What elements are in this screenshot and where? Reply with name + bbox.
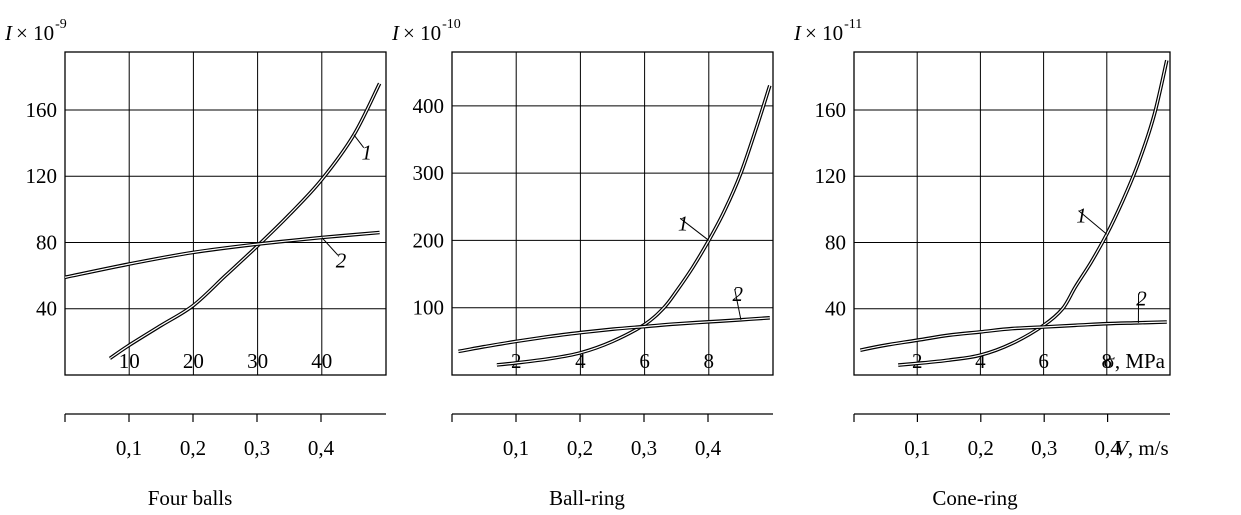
plot-frame [853,51,1171,376]
velocity-tick-label: 0,2 [968,436,994,460]
series-1-label: 1 [361,141,372,165]
y-tick-label: 300 [413,161,445,185]
series-2-label: 2 [1136,286,1147,310]
velocity-tick-label: 0,3 [1031,436,1057,460]
sigma-axis-label: σ, MPa [1104,349,1166,373]
panel-1: 40 80 120 160 10 20 30 40 I × 10-9 0,1 0,2 0,3 0,4 1 2 F… [4,17,387,510]
velocity-tick-label: 0,1 [904,436,930,460]
series-2-leader [321,237,339,256]
sigma-tick-label: 6 [1038,349,1049,373]
y-axis-exponent: -10 [442,17,461,32]
velocity-tick-label: 0,2 [567,436,593,460]
series-1-leader [1078,210,1108,235]
y-axis-multiplier: × 10 [403,21,441,45]
series-2-line [65,230,380,280]
y-tick-label: 120 [815,164,847,188]
y-tick-label: 200 [413,228,445,252]
panel-title: Four balls [148,486,233,510]
sigma-tick-label: 40 [311,349,332,373]
velocity-tick-label: 0,2 [180,436,206,460]
series-1-leader [353,134,365,148]
series-2-line [859,320,1167,352]
y-axis-exponent: -11 [844,17,862,32]
velocity-tick-label: 0,4 [695,436,722,460]
sigma-tick-label: 2 [912,349,923,373]
series-1-line [496,85,772,367]
series-1-line [108,82,382,360]
y-tick-label: 80 [825,230,846,254]
sigma-tick-label: 2 [511,349,522,373]
y-tick-label: 400 [413,94,445,118]
velocity-tick-label: 0,4 [308,436,335,460]
y-axis-symbol: I [4,21,13,45]
velocity-tick-label: 0,4 [1094,436,1121,460]
y-axis-symbol: I [391,21,400,45]
y-axis-label: I × 10-11 [793,17,862,45]
y-tick-label: 40 [36,297,57,321]
panel-title: Ball-ring [549,486,625,510]
y-axis-label: I × 10-9 [4,17,67,45]
series-2-line [458,316,770,354]
series-2-leader [734,288,742,320]
y-axis-symbol: I [793,21,802,45]
y-tick-label: 80 [36,230,57,254]
panel-title: Cone-ring [932,486,1018,510]
panel-3: 40 80 120 160 2 4 6 8σ, MPa I × 10-11 0,1 0,2 0,3 0,4… [793,17,1171,510]
velocity-tick-label: 0,3 [244,436,270,460]
series-1-label: 1 [678,211,689,235]
series-2-label: 2 [732,282,743,306]
panel-2: 100 200 300 400 2 4 6 8 I × 10-10 0,1 0,2 0,3 0,4 1 2 Ba… [391,17,774,510]
y-tick-label: 160 [26,98,58,122]
plot-frame [451,51,774,376]
series-1-line-inner [496,85,771,366]
velocity-tick-label: 0,1 [503,436,529,460]
y-axis-label: I × 10-10 [391,17,461,45]
velocity-axis-symbol: V [1115,436,1130,460]
y-axis-multiplier: × 10 [16,21,54,45]
velocity-tick-label: 0,3 [631,436,657,460]
y-tick-label: 100 [413,296,445,320]
series-2-line-inner [458,317,770,352]
velocity-axis-unit: , m/s [1128,436,1169,460]
series-1-line [898,59,1169,367]
y-tick-label: 160 [815,98,847,122]
series-1-leader [679,217,710,241]
series-2-line-inner [65,231,380,278]
velocity-tick-label: 0,1 [116,436,142,460]
sigma-tick-label: 6 [639,349,650,373]
y-axis-multiplier: × 10 [805,21,843,45]
y-tick-label: 120 [26,164,58,188]
sigma-tick-label: 30 [247,349,268,373]
series-1-label: 1 [1076,204,1087,228]
series-1-line-inner [109,83,381,359]
sigma-tick-label: 8 [1102,349,1113,373]
sigma-tick-label: 4 [975,349,986,373]
sigma-tick-label: 20 [183,349,204,373]
sigma-tick-label: 10 [119,349,140,373]
sigma-tick-label: 8 [704,349,715,373]
sigma-tick-label: 4 [575,349,586,373]
y-tick-label: 40 [825,297,846,321]
series-2-label: 2 [336,248,347,272]
plot-frame [64,51,387,376]
series-2-line-inner [860,321,1167,351]
velocity-axis-label: V, m/s [1115,436,1169,460]
y-axis-exponent: -9 [55,17,67,32]
series-1-line-inner [898,60,1168,366]
